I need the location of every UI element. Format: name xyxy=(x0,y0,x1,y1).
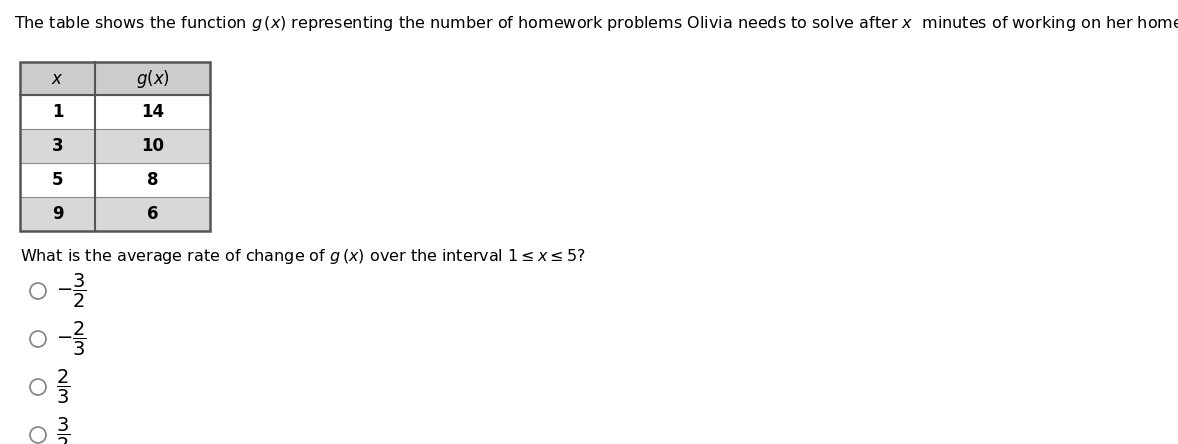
Text: 10: 10 xyxy=(141,137,164,155)
Text: 14: 14 xyxy=(141,103,164,121)
Text: 6: 6 xyxy=(147,205,158,223)
Text: The table shows the function $g\,(x)$ representing the number of homework proble: The table shows the function $g\,(x)$ re… xyxy=(14,14,1178,33)
Text: $x$: $x$ xyxy=(52,70,64,87)
Text: What is the average rate of change of $g\,(x)$ over the interval $1 \leq x \leq : What is the average rate of change of $g… xyxy=(20,247,585,266)
Text: $-\dfrac{3}{2}$: $-\dfrac{3}{2}$ xyxy=(57,272,87,310)
Bar xyxy=(20,62,210,231)
Text: 5: 5 xyxy=(52,171,64,189)
Text: $\dfrac{2}{3}$: $\dfrac{2}{3}$ xyxy=(57,368,71,406)
Bar xyxy=(20,163,210,197)
Bar xyxy=(20,197,210,231)
Bar xyxy=(20,95,210,129)
Text: $g(x)$: $g(x)$ xyxy=(135,67,170,90)
Text: 8: 8 xyxy=(147,171,158,189)
Bar xyxy=(20,129,210,163)
Text: $\dfrac{3}{2}$: $\dfrac{3}{2}$ xyxy=(57,416,71,444)
Text: 1: 1 xyxy=(52,103,64,121)
Text: $-\dfrac{2}{3}$: $-\dfrac{2}{3}$ xyxy=(57,320,87,358)
Text: 9: 9 xyxy=(52,205,64,223)
Bar xyxy=(20,62,210,95)
Text: 3: 3 xyxy=(52,137,64,155)
